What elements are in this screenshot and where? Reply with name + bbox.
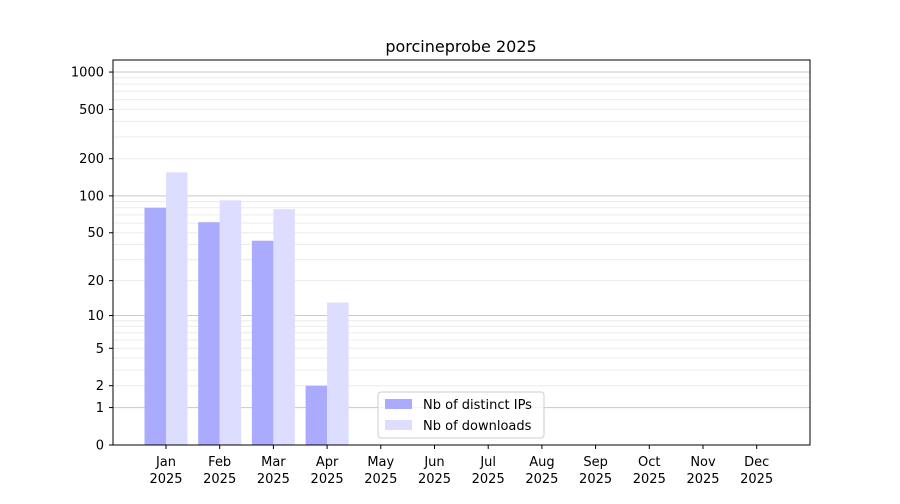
y-tick-label: 200 (79, 152, 104, 167)
x-tick-label-year: 2025 (149, 472, 182, 487)
x-tick-label-month: Jun (423, 455, 444, 470)
y-tick-label: 20 (87, 274, 104, 289)
y-tick-label: 10 (87, 309, 104, 324)
x-tick-label-month: Aug (529, 455, 554, 470)
chart-title: porcineprobe 2025 (385, 37, 536, 56)
x-tick-label-month: Oct (638, 455, 660, 470)
plot-frame (112, 59, 811, 446)
x-tick-label-year: 2025 (472, 472, 505, 487)
x-tick-label-month: Mar (261, 455, 286, 470)
x-tick-label-month: May (367, 455, 394, 470)
legend-swatch-distinct-ips (385, 399, 412, 409)
bar-downloads (219, 200, 242, 445)
legend-swatch-downloads (385, 420, 412, 430)
x-tick-label-year: 2025 (257, 472, 290, 487)
y-tick-label: 500 (79, 103, 104, 118)
y-tick-label: 1000 (71, 66, 104, 81)
x-tick-label-month: Apr (316, 455, 339, 470)
legend-label-downloads: Nb of downloads (423, 419, 532, 434)
x-tick-label-year: 2025 (525, 472, 558, 487)
y-axis: 0 1 2 5 10 20 50 100 200 500 1000 (71, 66, 113, 454)
legend: Nb of distinct IPs Nb of downloads (377, 391, 545, 439)
bar-distinct-ips (198, 222, 220, 445)
y-tick-label: 2 (96, 379, 104, 394)
bar-distinct-ips (251, 240, 274, 445)
y-tick-label: 50 (87, 226, 104, 241)
x-axis: Jan 2025 Feb 2025 Mar 2025 Apr 2025 May 2025 Jun 20… (149, 445, 773, 487)
x-tick-label-month: Jul (479, 455, 496, 470)
x-tick-label-month: Sep (583, 455, 608, 470)
x-tick-label-year: 2025 (418, 472, 451, 487)
bar-downloads (327, 302, 349, 445)
bar-downloads (273, 209, 295, 445)
x-tick-label-month: Jan (155, 455, 176, 470)
x-tick-label-month: Nov (690, 455, 716, 470)
x-tick-label-year: 2025 (740, 472, 773, 487)
y-tick-label: 5 (96, 342, 104, 357)
y-tick-label: 100 (79, 189, 104, 204)
x-tick-label-year: 2025 (311, 472, 344, 487)
bar-distinct-ips (305, 385, 328, 445)
x-tick-label-year: 2025 (686, 472, 719, 487)
bars (144, 172, 349, 446)
x-tick-label-month: Feb (208, 455, 231, 470)
x-tick-label-year: 2025 (203, 472, 236, 487)
x-tick-label-year: 2025 (633, 472, 666, 487)
y-tick-label: 1 (96, 401, 104, 416)
legend-label-distinct-ips: Nb of distinct IPs (423, 398, 532, 413)
bar-downloads (166, 172, 188, 446)
bar-distinct-ips (144, 207, 166, 445)
x-tick-label-year: 2025 (579, 472, 612, 487)
legend-box (377, 391, 545, 439)
y-tick-label: 0 (96, 439, 104, 454)
x-tick-label-year: 2025 (364, 472, 397, 487)
x-tick-label-month: Dec (744, 455, 769, 470)
